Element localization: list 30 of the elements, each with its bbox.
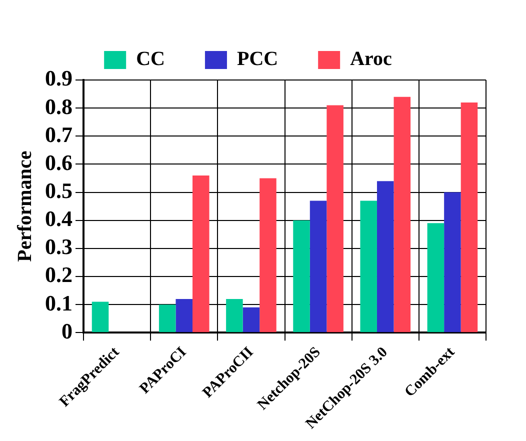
y-tick-label: 0.1 [45, 290, 72, 316]
bar [444, 192, 461, 332]
bar [460, 102, 478, 332]
bar [360, 200, 377, 332]
y-tick-label: 0.9 [45, 66, 72, 91]
bar [293, 220, 310, 332]
bar [376, 181, 394, 332]
legend-label: Aroc [350, 48, 392, 70]
y-tick-label: 0.5 [45, 178, 72, 203]
bar [310, 200, 327, 332]
legend-label: PCC [236, 48, 278, 70]
bar [242, 307, 260, 332]
bar [226, 298, 243, 332]
y-tick-label: 0.8 [45, 94, 72, 119]
y-tick-label: 0 [62, 318, 72, 344]
legend-label: CC [136, 48, 165, 70]
y-tick-label: 0.4 [45, 206, 72, 232]
y-tick-label: 0.3 [45, 234, 72, 260]
y-tick-label: 0.2 [45, 262, 72, 288]
bar [260, 178, 276, 332]
bar [427, 223, 444, 332]
bar [326, 105, 344, 332]
y-tick-label: 0.7 [45, 122, 72, 147]
bar [92, 302, 109, 332]
y-tick-label: 0.6 [45, 150, 72, 175]
bar [394, 96, 411, 332]
y-axis-title: Performance [14, 150, 36, 262]
bar [176, 298, 193, 332]
bar [192, 175, 210, 332]
bar [158, 304, 176, 332]
